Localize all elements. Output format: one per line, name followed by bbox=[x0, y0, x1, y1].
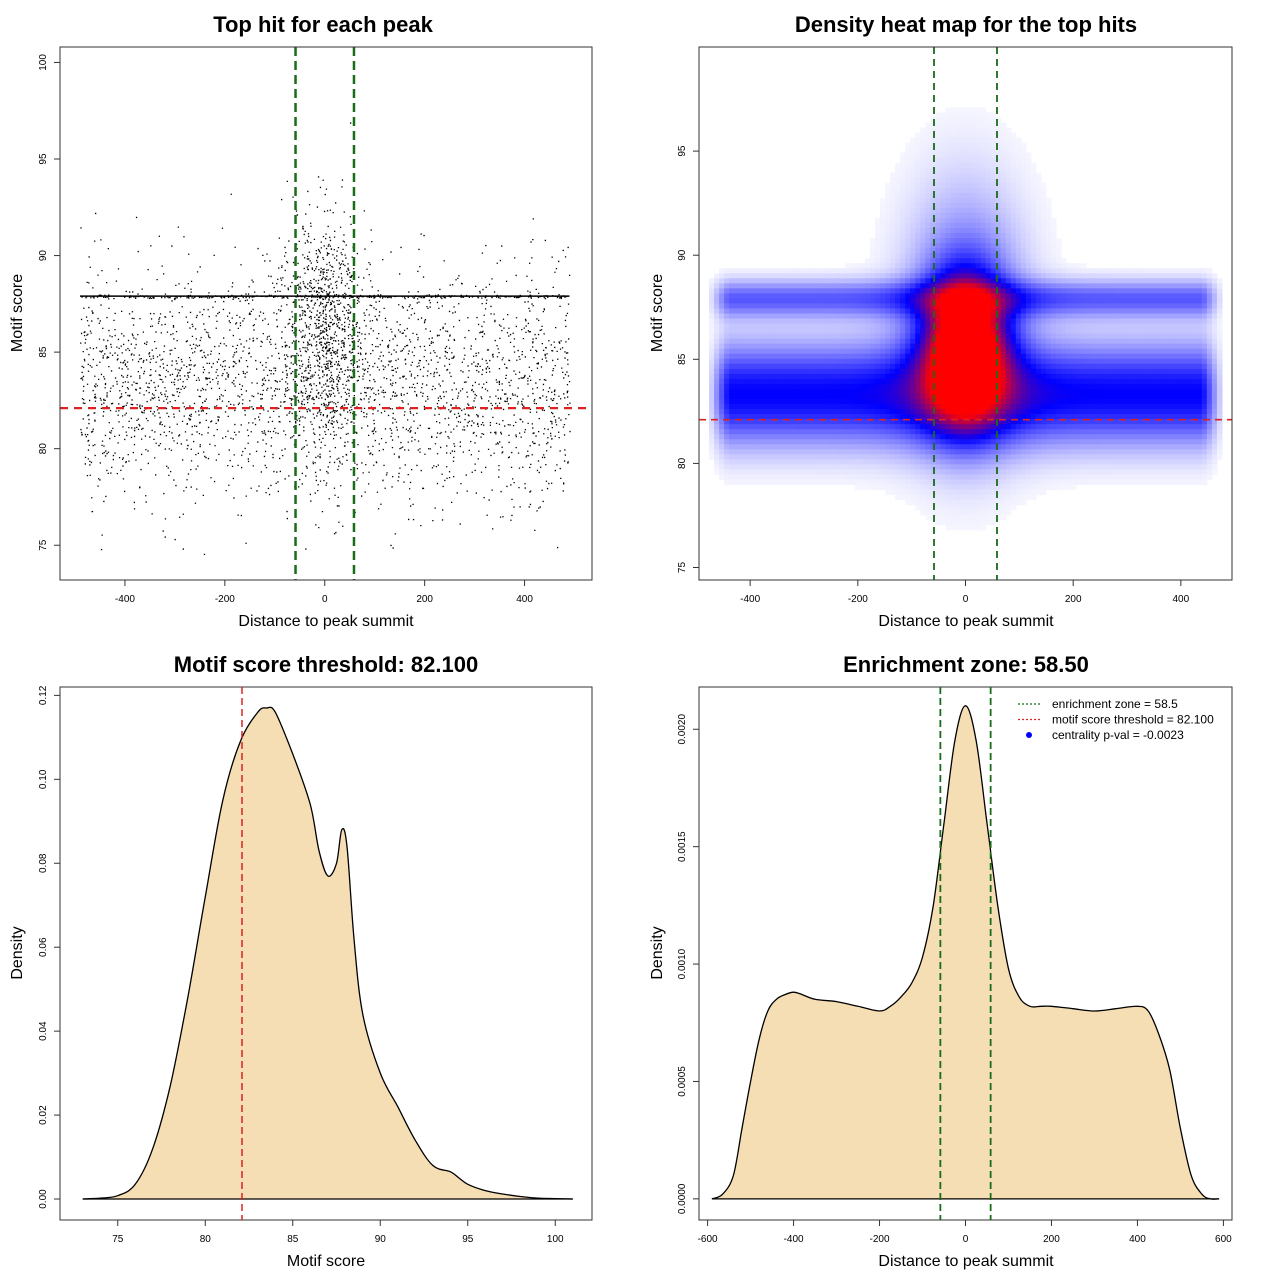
x-tick-label: 90 bbox=[375, 1234, 387, 1245]
y-tick-label: 80 bbox=[677, 457, 688, 469]
x-axis-label: Distance to peak summit bbox=[878, 613, 1054, 630]
x-tick-label: -400 bbox=[115, 594, 135, 605]
score-density-panel: Motif score threshold: 82.100 Motif scor… bbox=[9, 652, 593, 1270]
y-tick-label: 95 bbox=[38, 153, 49, 165]
x-tick-label: 400 bbox=[1129, 1234, 1146, 1245]
x-tick-label: 400 bbox=[516, 594, 533, 605]
x-axis-label: Distance to peak summit bbox=[878, 1253, 1054, 1270]
y-tick-label: 100 bbox=[38, 54, 49, 71]
x-axis-label: Motif score bbox=[287, 1253, 365, 1270]
y-axis-label: Density bbox=[649, 926, 666, 979]
scatter-panel: Top hit for each peak Distance to peak s… bbox=[9, 12, 593, 630]
y-tick-label: 0.0000 bbox=[677, 1183, 688, 1214]
plot-frame bbox=[59, 686, 593, 1221]
scatter-points bbox=[79, 122, 571, 556]
legend-marker bbox=[1026, 732, 1032, 738]
y-tick-label: 0.08 bbox=[38, 853, 49, 873]
y-tick-label: 75 bbox=[38, 539, 49, 551]
x-tick-label: -200 bbox=[215, 594, 235, 605]
chart-title: Motif score threshold: 82.100 bbox=[174, 652, 478, 677]
y-tick-label: 75 bbox=[677, 562, 688, 574]
chart-title: Density heat map for the top hits bbox=[795, 12, 1137, 37]
y-tick-label: 80 bbox=[38, 443, 49, 455]
x-tick-label: -200 bbox=[848, 594, 868, 605]
distance-density-panel: Enrichment zone: 58.50 Distance to peak … bbox=[649, 652, 1233, 1270]
y-tick-label: 0.0015 bbox=[677, 831, 688, 862]
y-tick-label: 0.10 bbox=[38, 769, 49, 789]
y-tick-label: 0.0005 bbox=[677, 1066, 688, 1097]
x-tick-label: 0 bbox=[963, 594, 969, 605]
density-fill bbox=[711, 705, 1220, 1200]
x-tick-label: -200 bbox=[870, 1234, 890, 1245]
legend-label: enrichment zone = 58.5 bbox=[1052, 697, 1178, 711]
density-fill bbox=[82, 707, 573, 1200]
chart-title: Enrichment zone: 58.50 bbox=[843, 652, 1089, 677]
y-tick-label: 0.0010 bbox=[677, 948, 688, 979]
y-tick-label: 90 bbox=[38, 250, 49, 262]
y-axis-label: Motif score bbox=[9, 274, 26, 352]
x-tick-label: 200 bbox=[416, 594, 433, 605]
y-tick-label: 0.12 bbox=[38, 685, 49, 705]
x-tick-label: 85 bbox=[287, 1234, 299, 1245]
x-tick-label: 75 bbox=[112, 1234, 124, 1245]
y-axis-label: Density bbox=[9, 926, 26, 979]
y-tick-label: 0.04 bbox=[38, 1021, 49, 1041]
chart-title: Top hit for each peak bbox=[213, 12, 433, 37]
x-tick-label: 80 bbox=[200, 1234, 212, 1245]
heatmap-panel: Density heat map for the top hits Distan… bbox=[649, 12, 1233, 630]
y-tick-label: 90 bbox=[677, 249, 688, 261]
x-tick-label: 400 bbox=[1173, 594, 1190, 605]
legend: enrichment zone = 58.5 motif score thresh… bbox=[1018, 697, 1214, 742]
y-tick-label: 0.06 bbox=[38, 937, 49, 957]
y-tick-label: 0.00 bbox=[38, 1189, 49, 1209]
x-tick-label: -400 bbox=[740, 594, 760, 605]
heatmap-layer bbox=[709, 107, 1223, 531]
x-tick-label: 200 bbox=[1065, 594, 1082, 605]
y-tick-label: 95 bbox=[677, 145, 688, 157]
y-tick-label: 0.0020 bbox=[677, 714, 688, 745]
x-tick-label: 95 bbox=[462, 1234, 474, 1245]
plot-frame bbox=[59, 46, 593, 581]
density-curve bbox=[82, 706, 573, 1200]
x-tick-label: 200 bbox=[1043, 1234, 1060, 1245]
legend-label: centrality p-val = -0.0023 bbox=[1052, 728, 1184, 742]
x-tick-label: 0 bbox=[322, 594, 328, 605]
y-tick-label: 0.02 bbox=[38, 1105, 49, 1125]
y-axis-label: Motif score bbox=[649, 274, 666, 352]
y-tick-label: 85 bbox=[677, 353, 688, 365]
x-tick-label: 100 bbox=[547, 1234, 564, 1245]
legend-label: motif score threshold = 82.100 bbox=[1052, 713, 1214, 727]
scatter-point-cloud bbox=[80, 122, 571, 556]
density-curve bbox=[711, 705, 1220, 1200]
y-tick-label: 85 bbox=[38, 346, 49, 358]
x-tick-label: -600 bbox=[698, 1234, 718, 1245]
x-tick-label: 0 bbox=[963, 1234, 969, 1245]
x-tick-label: -400 bbox=[784, 1234, 804, 1245]
x-axis-label: Distance to peak summit bbox=[238, 613, 414, 630]
x-tick-label: 600 bbox=[1215, 1234, 1232, 1245]
